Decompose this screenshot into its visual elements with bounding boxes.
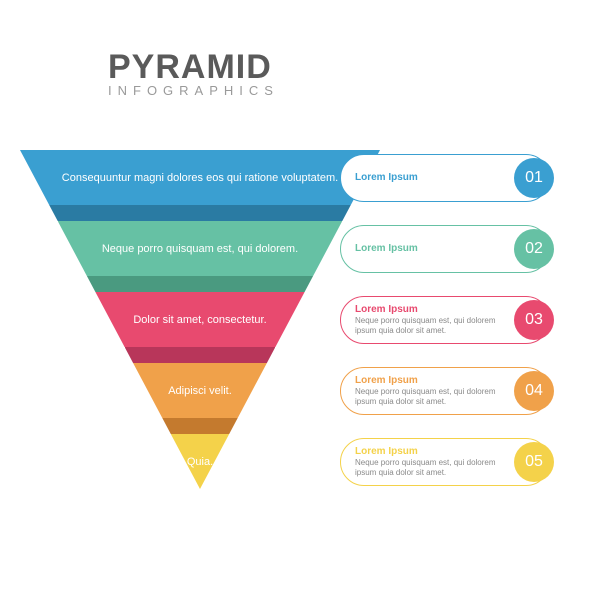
- info-pill-title: Lorem Ipsum: [355, 304, 499, 315]
- info-pill-title: Lorem Ipsum: [355, 243, 499, 254]
- info-pill-body: Neque porro quisquam est, qui dolorem ip…: [355, 458, 499, 476]
- funnel-slice-label: Dolor sit amet, consectetur.: [133, 314, 266, 326]
- level-badge-1: 01: [514, 158, 554, 198]
- funnel-slice-label: Quia.: [187, 456, 213, 468]
- funnel-slice-label: Consequuntur magni dolores eos qui ratio…: [62, 172, 338, 184]
- level-badge-4: 04: [514, 371, 554, 411]
- title-main: PYRAMID: [108, 48, 279, 87]
- title-block: PYRAMID INFOGRAPHICS: [108, 48, 279, 98]
- funnel-fold-3: [125, 347, 276, 363]
- info-pill-body: Neque porro quisquam est, qui dolorem ip…: [355, 387, 499, 405]
- funnel-slice-label: Neque porro quisquam est, qui dolorem.: [102, 243, 298, 255]
- funnel-slice-3: Dolor sit amet, consectetur.: [95, 292, 304, 347]
- info-pill-title: Lorem Ipsum: [355, 375, 499, 386]
- funnel-fold-2: [87, 276, 313, 292]
- title-sub: INFOGRAPHICS: [108, 83, 279, 98]
- info-pill-body: Neque porro quisquam est, qui dolorem ip…: [355, 316, 499, 334]
- funnel-slice-label: Adipisci velit.: [168, 385, 232, 397]
- funnel-stage: Consequuntur magni dolores eos qui ratio…: [0, 150, 600, 530]
- funnel-fold-4: [162, 418, 237, 434]
- level-badge-5: 05: [514, 442, 554, 482]
- info-pill-title: Lorem Ipsum: [355, 172, 499, 183]
- funnel-slice-1: Consequuntur magni dolores eos qui ratio…: [20, 150, 380, 205]
- level-badge-3: 03: [514, 300, 554, 340]
- level-badge-2: 02: [514, 229, 554, 269]
- funnel-fold-1: [49, 205, 351, 221]
- funnel-slice-5: Quia.: [171, 434, 229, 489]
- info-pill-title: Lorem Ipsum: [355, 446, 499, 457]
- funnel-slice-4: Adipisci velit.: [133, 363, 267, 418]
- funnel-slice-2: Neque porro quisquam est, qui dolorem.: [58, 221, 343, 276]
